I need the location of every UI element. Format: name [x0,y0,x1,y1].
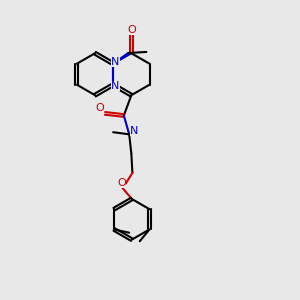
Text: O: O [127,25,136,35]
Text: N: N [130,126,139,136]
Text: O: O [117,178,126,188]
Text: O: O [96,103,104,113]
Text: N: N [111,81,120,91]
Text: N: N [111,57,120,67]
